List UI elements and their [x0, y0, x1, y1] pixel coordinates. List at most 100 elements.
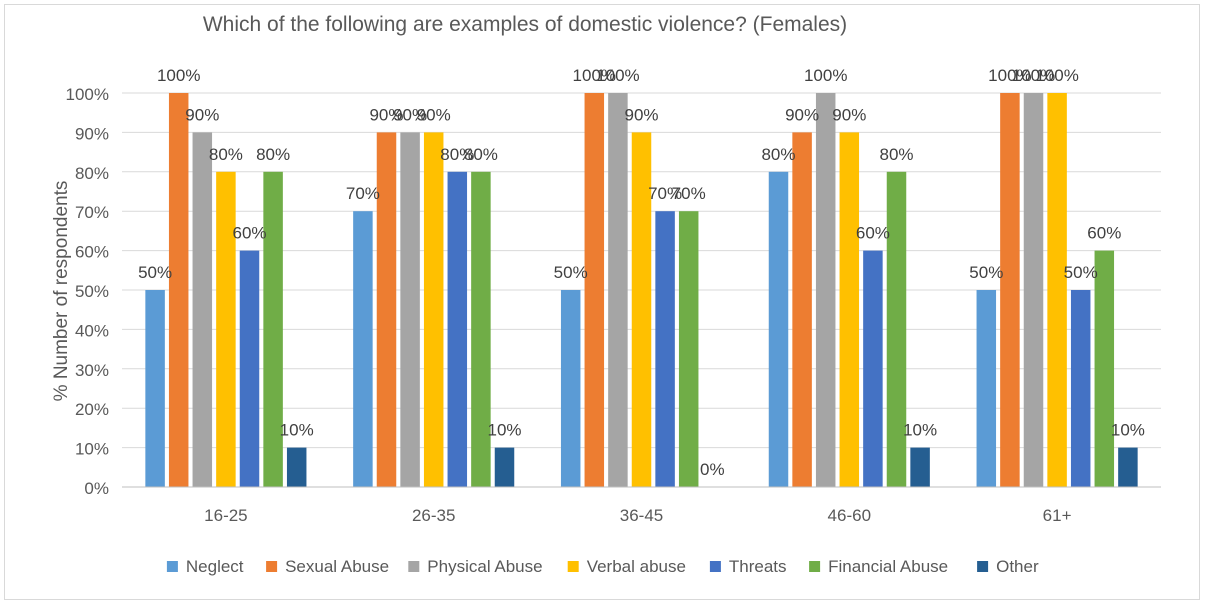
bar [839, 132, 860, 487]
legend-label: Neglect [186, 557, 244, 576]
data-label: 70% [672, 184, 706, 203]
data-label: 80% [761, 145, 795, 164]
bar [1118, 447, 1138, 487]
bar [631, 132, 652, 487]
y-tick-label: 30% [75, 361, 109, 380]
chart-frame: 50% 100% 90% 80% 60% 80% 10% 70% 90% 90% 90% 80% 80%… [4, 4, 1200, 600]
legend-label: Sexual Abuse [285, 557, 389, 576]
y-tick-label: 20% [75, 400, 109, 419]
data-label: 80% [209, 145, 243, 164]
y-tick-label: 10% [75, 440, 109, 459]
legend-swatch [408, 561, 420, 572]
legend-swatch [809, 561, 821, 572]
data-label: 100% [573, 66, 616, 85]
data-label: 90% [369, 105, 403, 124]
data-labels: 50%100%90%80%60%80%10%70%90%90%90%80%80%… [138, 66, 1145, 479]
data-label: 70% [346, 184, 380, 203]
data-label: 100% [1035, 66, 1078, 85]
bar [400, 132, 420, 487]
bar [910, 447, 930, 487]
data-label: 100% [988, 66, 1031, 85]
data-label: 80% [464, 145, 498, 164]
x-tick-label: 26-35 [412, 506, 455, 525]
data-label: 10% [280, 421, 314, 440]
data-label: 100% [804, 66, 847, 85]
data-label: 10% [487, 421, 521, 440]
legend-label: Threats [729, 557, 787, 576]
data-label: 50% [1064, 263, 1098, 282]
y-tick-label: 0% [84, 479, 109, 498]
bar [1000, 93, 1020, 487]
bar [168, 93, 189, 487]
bars [145, 93, 1138, 488]
bar [886, 171, 907, 488]
data-label: 60% [1087, 224, 1121, 243]
data-label: 80% [879, 145, 913, 164]
data-label: 90% [393, 105, 427, 124]
x-tick-label: 46-60 [828, 506, 871, 525]
data-label: 90% [417, 105, 451, 124]
bar [494, 447, 515, 487]
legend-swatch [166, 561, 178, 572]
bar-chart: 50%100%90%80%60%80%10%70%90%90%90%80%80%… [51, 13, 1161, 576]
bar [1023, 93, 1044, 487]
y-tick-label: 80% [75, 164, 109, 183]
bar [608, 93, 628, 487]
bar [560, 290, 581, 487]
bar [447, 171, 468, 488]
bar [655, 211, 675, 487]
bar [239, 250, 260, 487]
y-tick-label: 50% [75, 282, 109, 301]
bar [768, 171, 789, 488]
legend-label: Physical Abuse [427, 557, 542, 576]
data-label: 10% [1111, 421, 1145, 440]
chart-title: Which of the following are examples of d… [203, 13, 847, 36]
bar [792, 132, 812, 487]
bar [1047, 93, 1067, 487]
bar [471, 171, 491, 488]
bar [863, 250, 883, 487]
bar [976, 290, 997, 487]
legend-swatch [977, 561, 989, 572]
x-tick-label: 16-25 [204, 506, 247, 525]
y-tick-label: 40% [75, 321, 109, 340]
data-label: 50% [554, 263, 588, 282]
bar [678, 211, 699, 487]
bar [263, 171, 283, 488]
legend-swatch [709, 561, 721, 572]
bar [1094, 250, 1115, 487]
data-label: 50% [138, 263, 172, 282]
legend-label: Other [996, 557, 1039, 576]
bar [286, 447, 307, 487]
legend-swatch [266, 561, 278, 572]
bar [423, 132, 444, 487]
bar [353, 211, 373, 487]
y-tick-label: 90% [75, 124, 109, 143]
data-label: 100% [596, 66, 639, 85]
bar [192, 132, 213, 487]
data-label: 50% [969, 263, 1003, 282]
bar [145, 290, 165, 487]
bar [1070, 290, 1091, 487]
data-label: 100% [1012, 66, 1055, 85]
legend-label: Financial Abuse [828, 557, 948, 576]
data-label: 90% [785, 105, 819, 124]
legend: Neglect Sexual Abuse Physical Abuse Verbal … [166, 557, 1039, 576]
data-label: 90% [185, 105, 219, 124]
legend-swatch [567, 561, 579, 572]
data-label: 0% [700, 460, 725, 479]
data-label: 90% [624, 105, 658, 124]
bar [376, 132, 397, 487]
data-label: 60% [856, 224, 890, 243]
data-label: 80% [440, 145, 474, 164]
y-tick-label: 70% [75, 203, 109, 222]
bar [216, 171, 236, 488]
data-label: 70% [648, 184, 682, 203]
y-axis-label: % Number of respondents [51, 181, 72, 402]
bar [815, 93, 836, 487]
y-tick-label: 60% [75, 243, 109, 262]
data-label: 100% [157, 66, 200, 85]
bar [584, 93, 605, 487]
data-label: 80% [256, 145, 290, 164]
data-label: 90% [832, 105, 866, 124]
